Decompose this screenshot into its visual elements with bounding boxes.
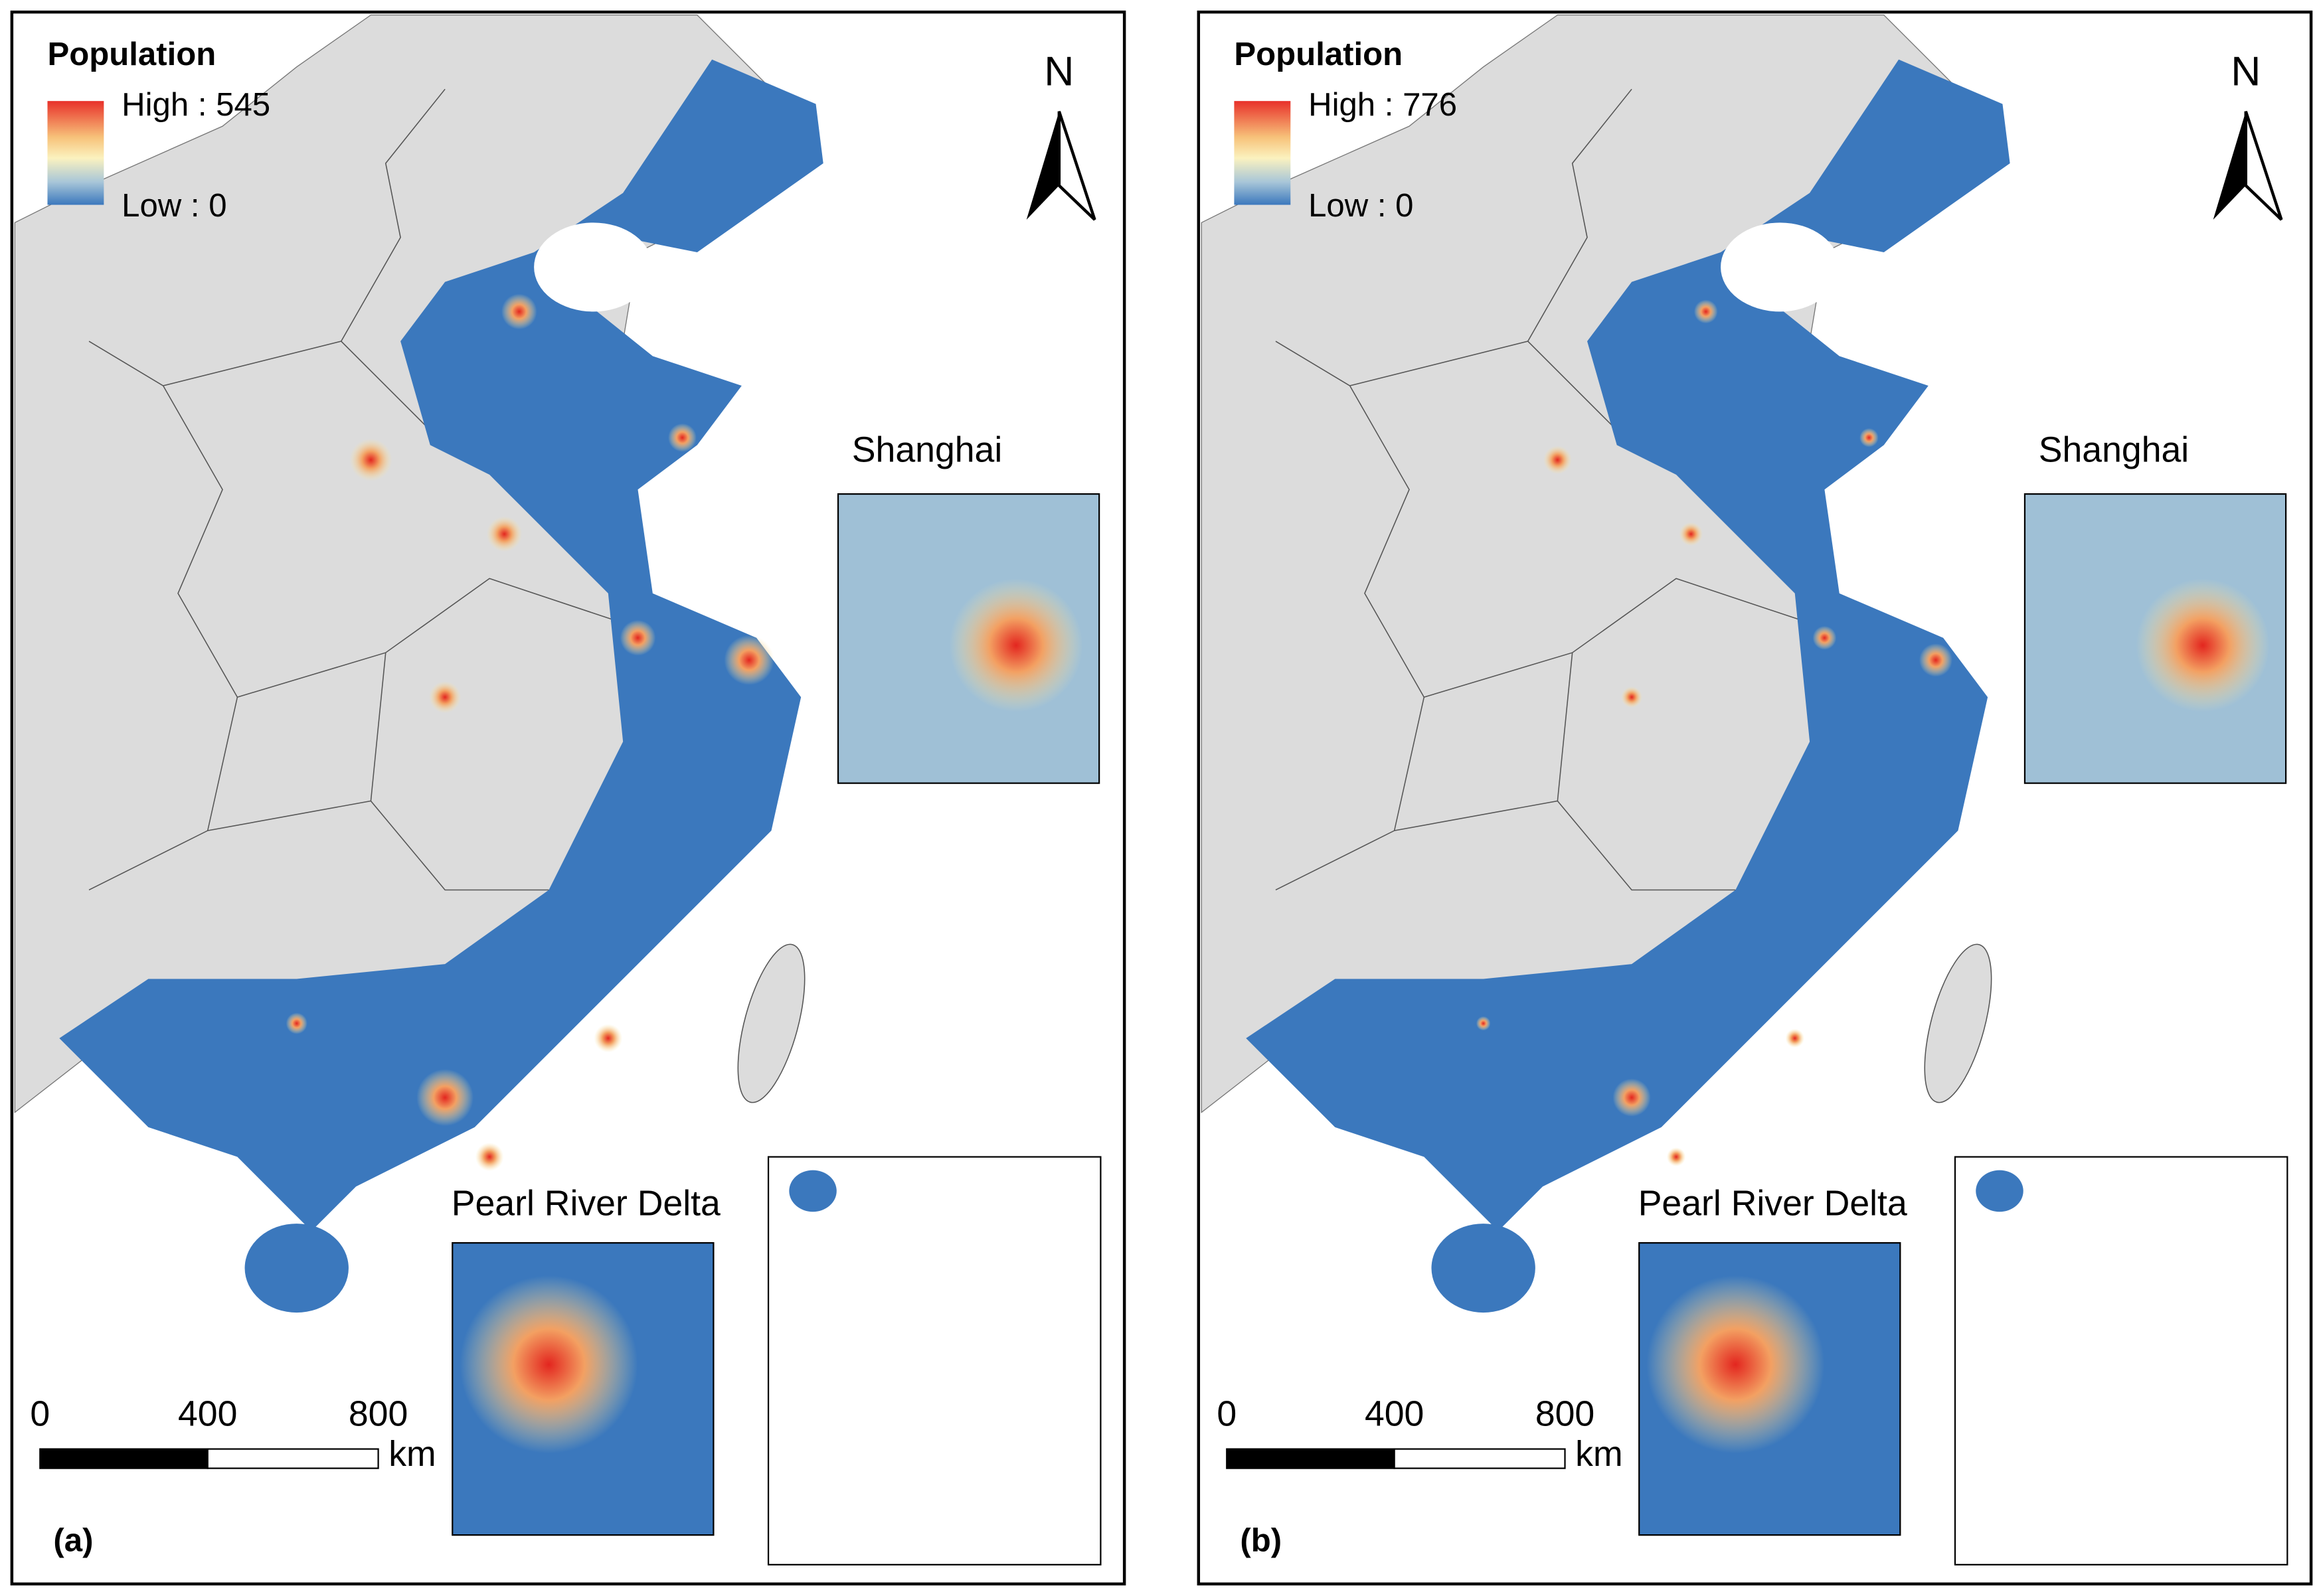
scale-label: 400 — [178, 1394, 237, 1434]
province-border — [370, 653, 386, 801]
population-hotspot — [1620, 686, 1643, 708]
population-hotspot — [428, 680, 462, 714]
scale-bar-white — [207, 1448, 379, 1469]
legend-gradient — [47, 101, 104, 205]
bohai-sea — [1721, 222, 1840, 312]
province-border — [1424, 578, 1810, 698]
map-panel: Population High : 545 Low : 0 N Shanghai Pear… — [10, 10, 1126, 1586]
province-border — [1557, 653, 1573, 801]
population-hotspot — [1919, 643, 1952, 677]
panel-label: (a) — [53, 1522, 93, 1558]
population-hotspot — [1612, 1078, 1651, 1117]
scale-label: 400 — [1365, 1394, 1424, 1434]
province-border — [163, 341, 446, 445]
population-area — [59, 59, 823, 1232]
population-hotspot — [349, 438, 392, 481]
population-hotspot — [1666, 1147, 1686, 1166]
population-hotspot — [501, 293, 537, 330]
prd-core — [460, 1275, 638, 1454]
scale-label: 0 — [30, 1394, 50, 1434]
province-border — [1394, 800, 1736, 891]
legend-gradient — [1234, 101, 1291, 205]
population-hotspot — [724, 635, 774, 685]
north-arrow-right — [2244, 111, 2283, 221]
population-hotspot — [1543, 445, 1572, 475]
scale-bar-white — [1393, 1448, 1566, 1469]
panel-label: (b) — [1240, 1522, 1282, 1558]
population-hotspot — [486, 516, 523, 552]
population-hotspot — [1476, 1016, 1491, 1031]
population-hotspot — [286, 1012, 307, 1034]
north-arrow-right — [1057, 111, 1096, 221]
north-arrow-left — [1026, 111, 1059, 220]
population-hotspot — [416, 1069, 473, 1127]
scale-label: 800 — [1535, 1394, 1594, 1434]
legend-title: Population — [47, 37, 216, 72]
legend-low: Low : 0 — [122, 188, 226, 224]
map-panel: Population High : 776 Low : 0 N Shanghai Pear… — [1197, 10, 2313, 1586]
scale-label: 800 — [349, 1394, 408, 1434]
province-border — [1349, 341, 1632, 445]
population-hotspot — [1693, 299, 1718, 324]
taiwan — [1924, 943, 1992, 1103]
population-hotspot — [1859, 428, 1879, 447]
shanghai-core — [949, 578, 1083, 712]
prd-core — [1646, 1275, 1825, 1454]
scale-label: 0 — [1217, 1394, 1237, 1434]
inset-title: Shanghai — [2039, 430, 2189, 470]
legend-high: High : 776 — [1308, 87, 1457, 123]
province-border — [341, 88, 446, 342]
province-border — [237, 578, 624, 698]
legend-high: High : 545 — [122, 87, 270, 123]
taiwan — [737, 943, 806, 1103]
scale-unit: km — [1575, 1434, 1622, 1474]
population-hotspot — [475, 1143, 504, 1171]
north-arrow-left — [2213, 111, 2246, 220]
inset-hainan — [789, 1170, 837, 1212]
population-hotspot — [594, 1024, 623, 1053]
scale-bar-black — [39, 1448, 209, 1469]
legend-low: Low : 0 — [1308, 188, 1413, 224]
province-border — [1527, 88, 1632, 342]
scale-unit: km — [388, 1434, 436, 1474]
shanghai-core — [2136, 578, 2270, 712]
population-hotspot — [620, 619, 656, 656]
south-china-sea-inset — [767, 1156, 1102, 1565]
south-china-sea-inset — [1954, 1156, 2288, 1565]
population-hotspot — [1812, 625, 1837, 650]
inset-title: Shanghai — [852, 430, 1003, 470]
north-label: N — [2231, 48, 2261, 94]
inset-hainan — [1976, 1170, 2023, 1212]
scale-bar-black — [1226, 1448, 1395, 1469]
north-label: N — [1044, 48, 1074, 94]
population-hotspot — [668, 423, 697, 452]
population-hotspot — [1679, 522, 1703, 546]
inset-title: Pearl River Delta — [1638, 1183, 1907, 1223]
legend-title: Population — [1234, 37, 1403, 72]
province-border — [207, 800, 549, 891]
population-hotspot — [1785, 1028, 1805, 1048]
hainan — [1431, 1224, 1535, 1313]
hainan — [244, 1224, 349, 1313]
population-area — [1246, 59, 2010, 1232]
inset-title: Pearl River Delta — [452, 1183, 721, 1223]
bohai-sea — [534, 222, 653, 312]
